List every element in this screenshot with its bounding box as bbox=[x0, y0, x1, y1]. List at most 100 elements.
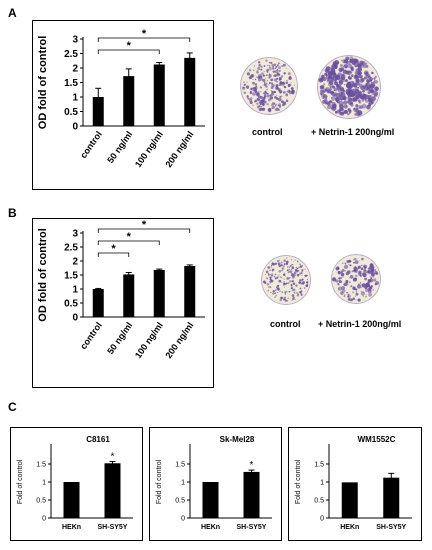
colony-dot bbox=[362, 273, 367, 278]
colony-dot bbox=[263, 97, 266, 99]
colony-dot bbox=[289, 270, 293, 274]
colony-dot bbox=[278, 73, 281, 76]
colony-dot bbox=[301, 278, 304, 281]
significance-star-1: * bbox=[142, 28, 147, 40]
colony-dot bbox=[284, 291, 287, 294]
colony-dot bbox=[360, 267, 364, 270]
colony-dot bbox=[335, 74, 341, 81]
colony-dot bbox=[256, 70, 259, 74]
colony-dot bbox=[371, 71, 374, 75]
colony-dot bbox=[283, 284, 285, 286]
x-tick-label-2: 100 ng/ml bbox=[133, 320, 165, 360]
colony-dot bbox=[344, 270, 347, 272]
colony-dot bbox=[337, 286, 343, 291]
colony-dot bbox=[252, 81, 255, 85]
colony-dot bbox=[359, 78, 364, 83]
colony-dot bbox=[265, 77, 267, 79]
colony-dot bbox=[294, 292, 296, 295]
colony-dot bbox=[254, 78, 257, 81]
colony-dot bbox=[295, 284, 298, 286]
colony-dot bbox=[370, 96, 376, 102]
colony-dot bbox=[281, 281, 283, 283]
colony-dot bbox=[343, 284, 345, 286]
colony-dot bbox=[355, 292, 359, 296]
colony-dot bbox=[274, 95, 277, 99]
colony-dot bbox=[294, 271, 297, 274]
colony-dot bbox=[260, 68, 263, 71]
colony-dot bbox=[326, 79, 330, 82]
colony-dot bbox=[281, 264, 283, 266]
colony-dot bbox=[294, 298, 296, 300]
colony-dot bbox=[262, 103, 265, 107]
significance-bracket-1 bbox=[97, 37, 191, 42]
colony-dot bbox=[257, 67, 261, 71]
colony-dot bbox=[374, 86, 379, 92]
colony-dot bbox=[272, 71, 274, 73]
colony-dot bbox=[282, 82, 285, 85]
colony-dot bbox=[277, 276, 279, 278]
colony-dot bbox=[371, 268, 375, 273]
colony-dot bbox=[275, 107, 279, 111]
colony-dot bbox=[349, 264, 352, 267]
colony-dot bbox=[292, 282, 296, 285]
colony-dot bbox=[303, 287, 306, 290]
y-axis-label: Fold of control bbox=[17, 459, 24, 504]
chart-title: Sk-Mel28 bbox=[220, 435, 255, 444]
colony-dot bbox=[249, 76, 253, 80]
colony-dot bbox=[306, 281, 309, 284]
colony-dot bbox=[354, 86, 359, 90]
colony-dot bbox=[274, 273, 277, 276]
colony-dot bbox=[363, 268, 367, 272]
colony-dot bbox=[286, 291, 288, 293]
colony-dot bbox=[337, 271, 341, 275]
bar-1 bbox=[104, 463, 121, 518]
colony-dot bbox=[273, 74, 275, 77]
colony-dot bbox=[291, 294, 295, 297]
colony-dot bbox=[320, 87, 326, 93]
colony-dot bbox=[362, 93, 366, 97]
colony-dot bbox=[358, 272, 362, 276]
colony-dot bbox=[353, 266, 357, 270]
colony-dot bbox=[356, 68, 359, 71]
colony-dot bbox=[258, 63, 261, 66]
colony-dot bbox=[345, 280, 349, 283]
colony-dot bbox=[272, 70, 276, 73]
colony-dot bbox=[323, 90, 326, 93]
y-tick-label: 0 bbox=[42, 515, 46, 522]
colony-dot bbox=[268, 98, 271, 102]
chart-c8161-frame: 0 0.5 1 1.5 Fold of control C8161 HEKn SH-SY5Y * bbox=[10, 427, 143, 541]
colony-dot bbox=[267, 64, 269, 67]
x-tick-label-1: 50 ng/ml bbox=[105, 320, 134, 356]
colony-dot bbox=[365, 288, 369, 292]
colony-dot bbox=[261, 107, 266, 111]
colony-dot bbox=[274, 289, 277, 291]
colony-dot bbox=[348, 259, 352, 263]
colony-dot bbox=[373, 91, 379, 97]
colony-dot bbox=[266, 80, 268, 82]
colony-dot bbox=[359, 260, 361, 262]
colony-dot bbox=[271, 269, 274, 272]
colony-dot bbox=[296, 294, 299, 297]
colony-dot bbox=[353, 261, 355, 264]
colony-dot bbox=[289, 277, 291, 279]
colony-dot bbox=[326, 89, 331, 94]
colony-dot bbox=[254, 83, 258, 86]
colony-dot bbox=[340, 272, 345, 277]
colony-dot bbox=[341, 286, 346, 290]
colony-dot bbox=[284, 293, 287, 295]
colony-dot bbox=[352, 83, 356, 87]
bar-0 bbox=[63, 482, 80, 518]
colony-dot bbox=[293, 261, 295, 263]
colony-dot bbox=[365, 294, 367, 296]
colony-dot bbox=[285, 275, 287, 277]
colony-dot bbox=[252, 92, 256, 96]
colony-dot bbox=[273, 275, 276, 278]
colony-dot bbox=[287, 297, 290, 300]
colony-dot bbox=[265, 85, 268, 88]
colony-dot bbox=[269, 278, 272, 281]
colony-dot bbox=[286, 91, 288, 93]
colony-dot bbox=[354, 59, 360, 65]
colony-dot bbox=[245, 85, 250, 89]
colony-dot bbox=[367, 81, 369, 84]
colony-dot bbox=[266, 277, 268, 280]
